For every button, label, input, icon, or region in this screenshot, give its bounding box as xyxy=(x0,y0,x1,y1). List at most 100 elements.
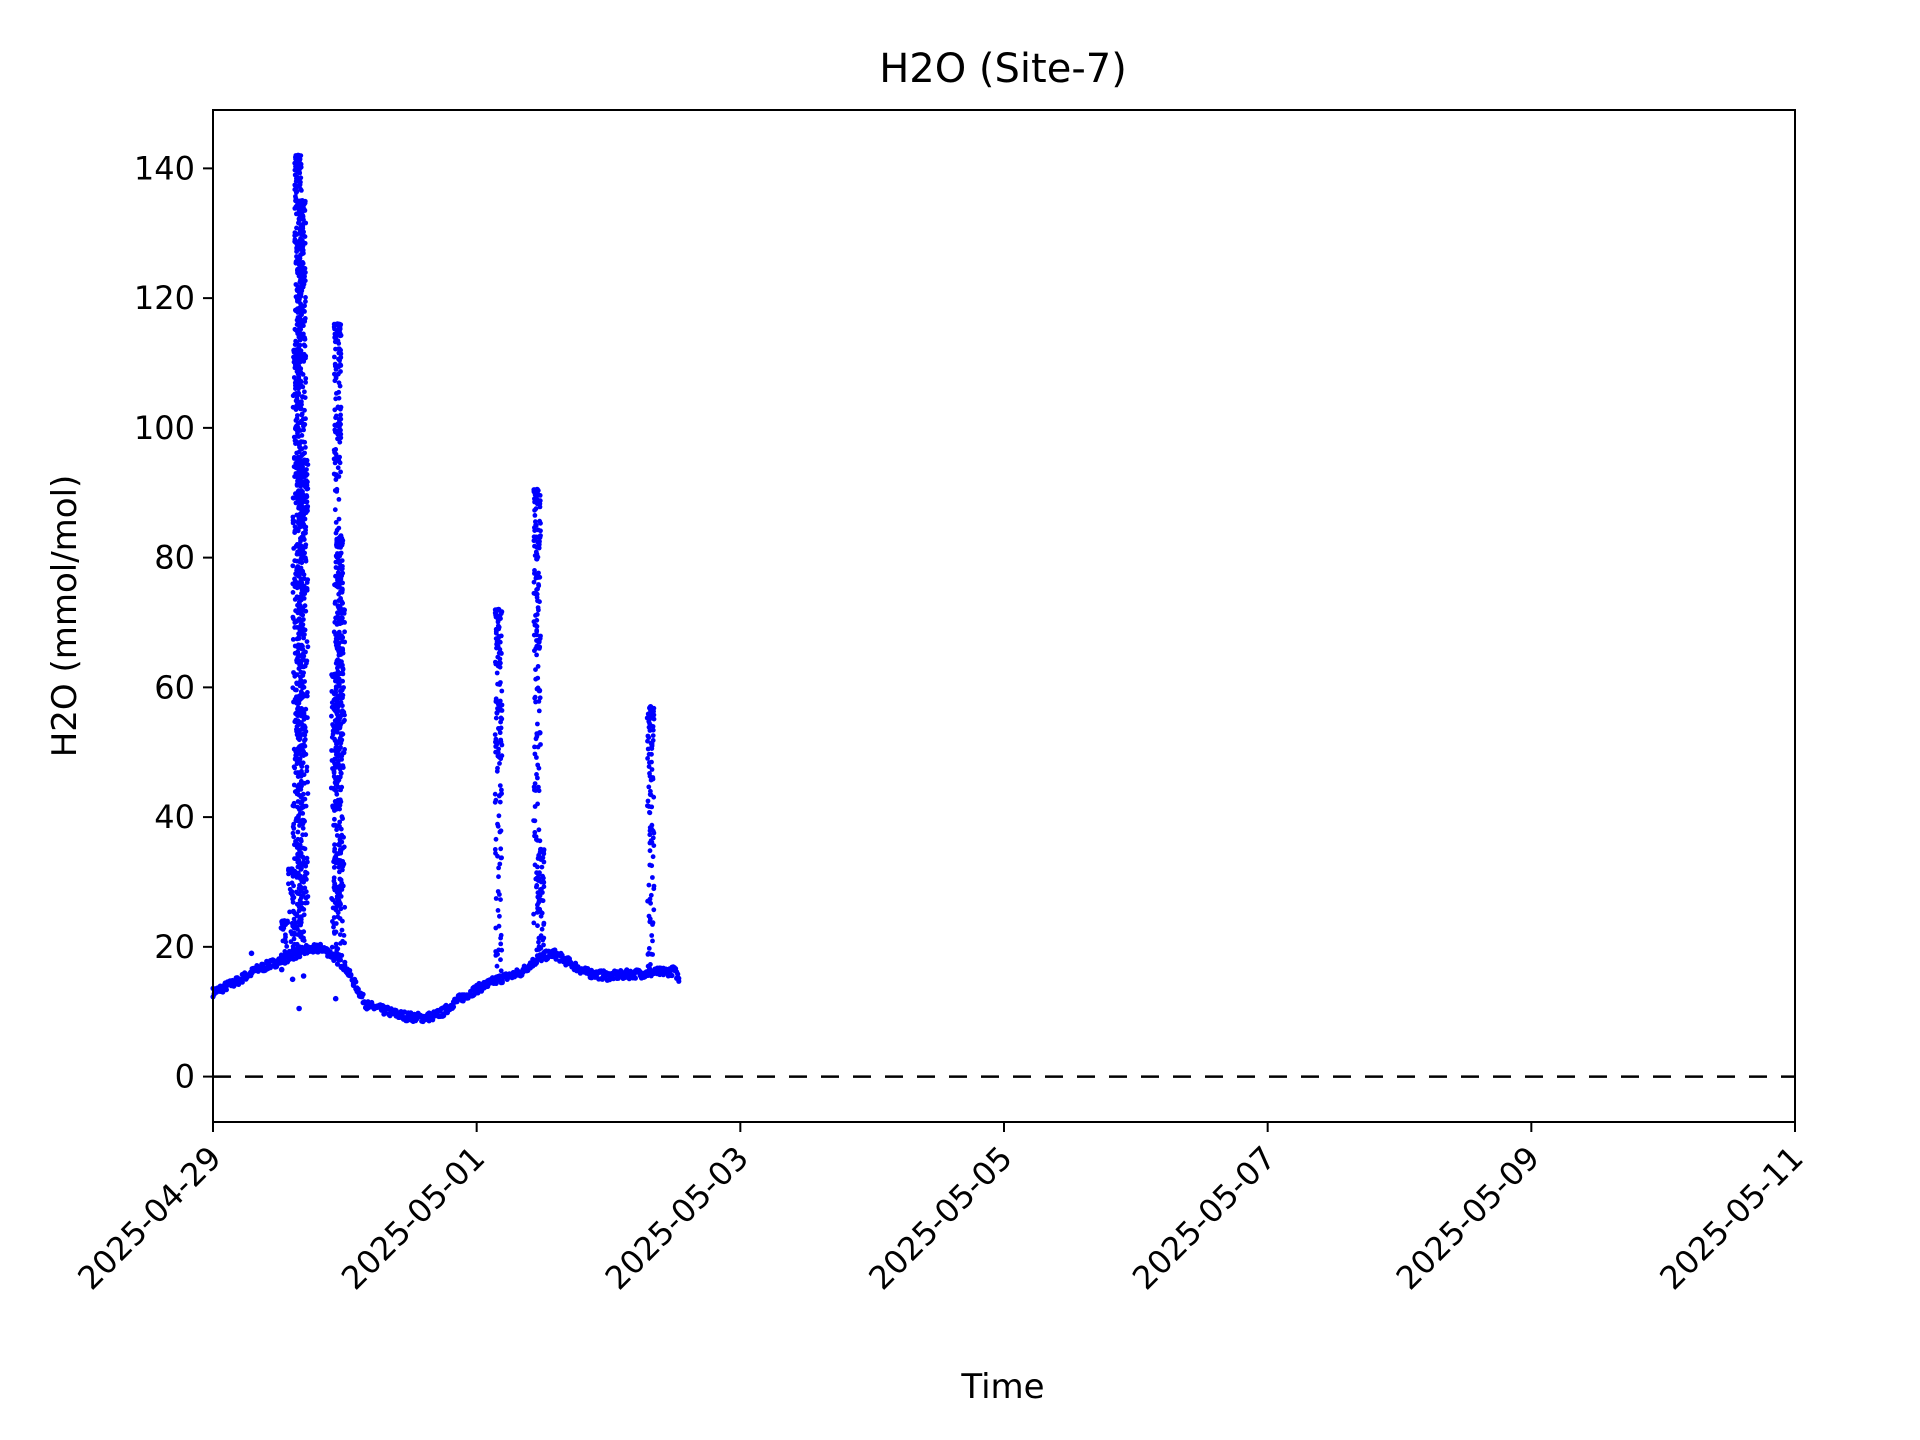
data-point xyxy=(498,792,503,797)
data-point xyxy=(304,870,310,876)
data-point xyxy=(535,923,540,929)
data-point xyxy=(331,878,337,884)
data-point xyxy=(300,372,306,377)
data-point xyxy=(299,231,305,236)
data-point xyxy=(271,958,277,964)
data-point xyxy=(303,376,309,381)
outlier-point xyxy=(535,574,541,580)
data-point xyxy=(294,912,300,918)
y-axis-label: H2O (mmol/mol) xyxy=(45,475,85,758)
data-point xyxy=(532,513,538,518)
data-point xyxy=(649,933,655,938)
data-point xyxy=(338,412,343,418)
data-point xyxy=(537,838,543,844)
data-point xyxy=(536,582,541,587)
data-point xyxy=(304,467,309,472)
data-point xyxy=(292,619,298,625)
data-point xyxy=(496,813,502,819)
data-point xyxy=(301,572,307,577)
data-point xyxy=(341,834,346,840)
data-point xyxy=(298,805,304,811)
data-point xyxy=(651,716,657,722)
data-point xyxy=(298,186,303,192)
data-point xyxy=(336,559,341,564)
data-point xyxy=(301,929,307,935)
data-point xyxy=(348,972,354,978)
data-point xyxy=(300,760,306,766)
data-point xyxy=(335,762,341,767)
data-point xyxy=(292,342,298,347)
data-point xyxy=(531,911,536,917)
data-point xyxy=(300,241,306,247)
data-point xyxy=(296,434,302,439)
data-point xyxy=(646,764,652,769)
data-point xyxy=(495,619,501,625)
spike-peak-point xyxy=(647,704,654,710)
data-point xyxy=(302,846,308,852)
spike-peak-point xyxy=(334,321,341,327)
data-point xyxy=(497,799,503,805)
plot-area xyxy=(210,152,1795,1078)
data-point xyxy=(495,765,500,771)
data-point xyxy=(498,650,504,656)
data-point xyxy=(301,511,307,517)
data-point xyxy=(302,234,308,240)
data-point xyxy=(303,299,308,304)
data-point xyxy=(535,775,540,781)
data-point xyxy=(301,935,306,941)
data-point xyxy=(493,925,499,931)
data-point xyxy=(353,979,359,985)
data-point xyxy=(539,886,544,892)
outlier-point xyxy=(278,966,285,973)
data-point xyxy=(498,968,504,974)
data-point xyxy=(648,740,654,746)
data-point xyxy=(540,898,546,904)
data-point xyxy=(292,239,298,245)
outlier-point xyxy=(300,973,307,979)
data-point xyxy=(342,959,348,965)
data-point xyxy=(300,825,306,831)
data-point xyxy=(332,736,337,742)
data-point xyxy=(493,697,499,703)
data-point xyxy=(336,851,342,856)
data-point xyxy=(338,688,343,694)
data-point xyxy=(290,563,296,569)
data-point xyxy=(317,941,323,948)
data-point xyxy=(329,896,334,901)
data-point xyxy=(336,525,342,531)
data-point xyxy=(538,958,545,964)
data-point xyxy=(645,963,651,969)
data-point xyxy=(536,788,542,794)
data-point xyxy=(301,670,306,676)
data-point xyxy=(303,895,309,901)
data-point xyxy=(460,998,466,1004)
data-point xyxy=(303,557,309,563)
data-point xyxy=(292,756,298,762)
data-point xyxy=(338,351,344,357)
data-point xyxy=(541,851,547,857)
data-point xyxy=(492,847,498,852)
data-point xyxy=(493,836,499,842)
data-point xyxy=(646,751,652,757)
data-point xyxy=(295,572,301,578)
data-point xyxy=(297,735,302,741)
data-point xyxy=(331,915,337,920)
spike-peak-point xyxy=(295,152,301,159)
data-point xyxy=(648,892,654,898)
data-point xyxy=(651,843,657,848)
y-tick-label: 140 xyxy=(134,149,195,187)
data-point xyxy=(498,957,503,963)
data-point xyxy=(333,907,339,913)
data-point xyxy=(337,802,343,808)
x-axis-label: Time xyxy=(960,1367,1044,1407)
data-point xyxy=(302,316,308,321)
data-point xyxy=(541,935,547,941)
data-point xyxy=(676,975,682,982)
data-point xyxy=(332,816,337,822)
data-point xyxy=(302,266,308,271)
data-point xyxy=(537,535,543,540)
data-point xyxy=(335,680,341,685)
data-point xyxy=(646,724,652,730)
data-point xyxy=(334,781,339,787)
